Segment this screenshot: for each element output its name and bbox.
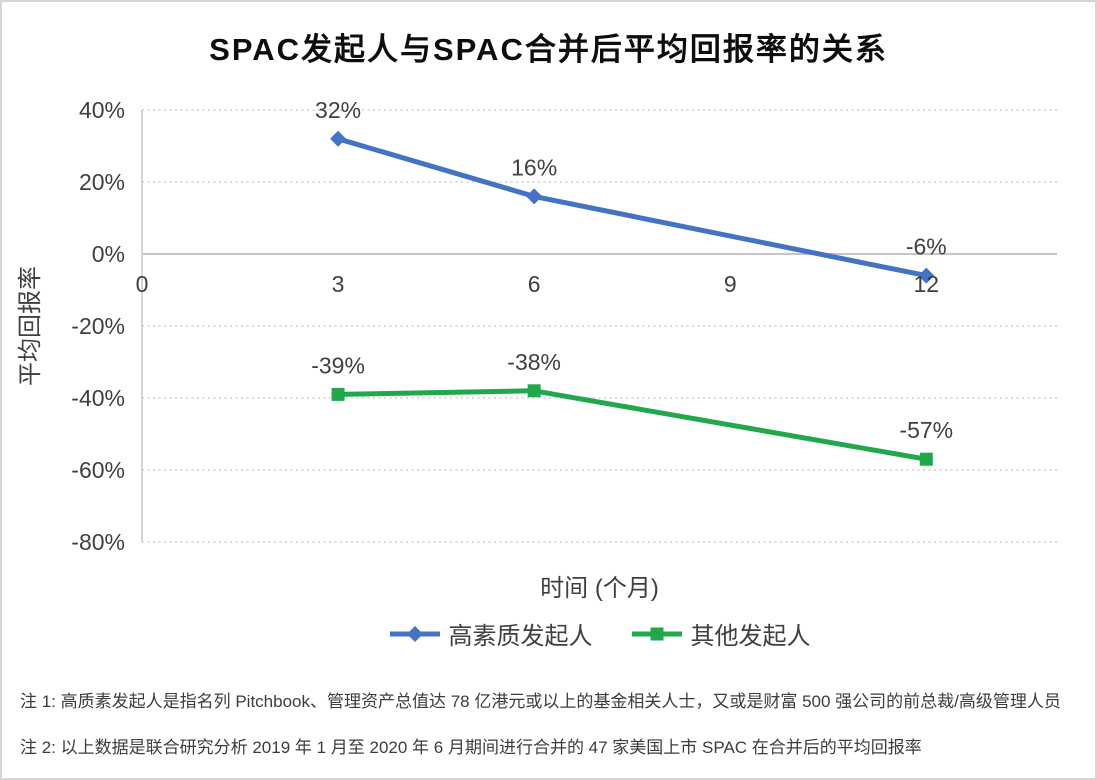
series-line-other-sponsors (335, 388, 929, 462)
x-axis-title: 时间 (个月) (540, 575, 659, 602)
x-tick-label: 6 (528, 271, 541, 297)
footnote-2: 注 2: 以上数据是联合研究分析 2019 年 1 月至 2020 年 6 月期… (20, 737, 922, 757)
x-tick-label: 3 (332, 271, 345, 297)
data-label: 32% (315, 97, 361, 123)
legend-item-high-quality-sponsors: 高素质发起人 (389, 616, 593, 651)
line-chart-plot-area: 40% 20% 0% -20% -40% -60% -80% 0 3 6 9 12 32% 16% -6% -… (17, 97, 1057, 555)
data-point-diamond-marker (330, 130, 347, 147)
y-tick-label: 20% (79, 169, 125, 195)
data-label: -38% (507, 349, 561, 375)
data-label: -39% (311, 352, 365, 378)
legend-label-high-quality-sponsors: 高素质发起人 (448, 623, 593, 650)
data-label: 16% (511, 154, 557, 180)
y-tick-label: -80% (71, 529, 125, 555)
green-square-legend-marker-icon (631, 627, 682, 640)
data-point-diamond-marker (526, 188, 543, 205)
y-tick-label: -40% (71, 385, 125, 411)
x-tick-label: 0 (136, 271, 149, 297)
data-point-square-marker (331, 387, 345, 401)
data-point-square-marker (527, 384, 541, 398)
data-point-square-marker (919, 452, 933, 466)
y-tick-label: -60% (71, 457, 125, 483)
y-tick-label: -20% (71, 313, 125, 339)
y-tick-label: 0% (92, 241, 125, 267)
blue-diamond-legend-marker-icon (389, 625, 440, 642)
legend: 高素质发起人 其他发起人 (142, 616, 1057, 651)
x-tick-label: 9 (724, 271, 737, 297)
series-line-high-quality-sponsors (335, 136, 929, 279)
footnotes: 注 1: 高质素发起人是指名列 Pitchbook、管理资产总值达 78 亿港元… (20, 690, 1077, 778)
y-tick-label: 40% (79, 97, 125, 123)
x-tick-label: 12 (913, 271, 939, 297)
data-label: -57% (899, 417, 953, 443)
data-label: -6% (906, 234, 947, 260)
y-axis-title: 平均回报率 (17, 266, 44, 386)
legend-label-other-sponsors: 其他发起人 (690, 623, 811, 650)
footnote-1: 注 1: 高质素发起人是指名列 Pitchbook、管理资产总值达 78 亿港元… (20, 692, 1061, 711)
chart-title: SPAC发起人与SPAC合并后平均回报率的关系 (209, 32, 888, 67)
legend-item-other-sponsors: 其他发起人 (631, 616, 811, 651)
data-point-diamond-marker (918, 267, 935, 284)
